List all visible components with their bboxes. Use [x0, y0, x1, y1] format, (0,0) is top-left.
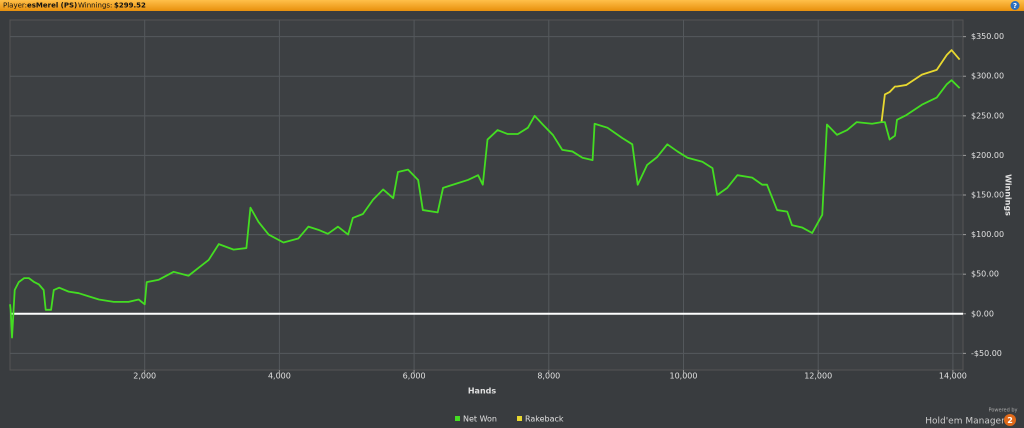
player-label: Player: [3, 2, 27, 10]
brand-name: Hold'em Manager [925, 417, 1005, 427]
header-bar [0, 0, 1024, 11]
y-tick-label: $0.00 [971, 309, 994, 318]
player-name: esMerel (PS) [27, 2, 77, 10]
y-axis-title: Winnings [1004, 174, 1013, 216]
x-tick-label: 6,000 [403, 372, 426, 381]
powered-by: Powered by [989, 408, 1018, 414]
x-tick-label: 12,000 [804, 372, 832, 381]
brand-badge: 2 [1007, 416, 1013, 425]
legend-swatch [455, 416, 460, 421]
x-tick-label: 8,000 [537, 372, 560, 381]
x-tick-label: 2,000 [133, 372, 156, 381]
y-tick-label: $50.00 [971, 270, 999, 279]
x-axis-title: Hands [468, 387, 497, 396]
y-tick-label: $100.00 [971, 230, 1004, 239]
y-tick-label: $150.00 [971, 191, 1004, 200]
y-tick-label: -$50.00 [971, 349, 1002, 358]
x-tick-label: 14,000 [939, 372, 967, 381]
y-tick-label: $350.00 [971, 32, 1004, 41]
series-line [880, 49, 961, 123]
legend-swatch [517, 416, 522, 421]
legend-label: Net Won [463, 415, 497, 424]
winnings-value: $299.52 [114, 2, 146, 10]
help-button[interactable] [1010, 1, 1020, 10]
x-tick-label: 10,000 [669, 372, 697, 381]
winnings-label: Winnings: [78, 2, 112, 10]
x-tick-label: 4,000 [268, 372, 291, 381]
brand-logo [1004, 414, 1016, 426]
series-line [9, 79, 961, 339]
help-icon[interactable]: ? [1013, 2, 1017, 10]
y-tick-label: $300.00 [971, 72, 1004, 81]
y-tick-label: $250.00 [971, 111, 1004, 120]
y-tick-label: $200.00 [971, 151, 1004, 160]
legend-label: Rakeback [525, 415, 564, 424]
